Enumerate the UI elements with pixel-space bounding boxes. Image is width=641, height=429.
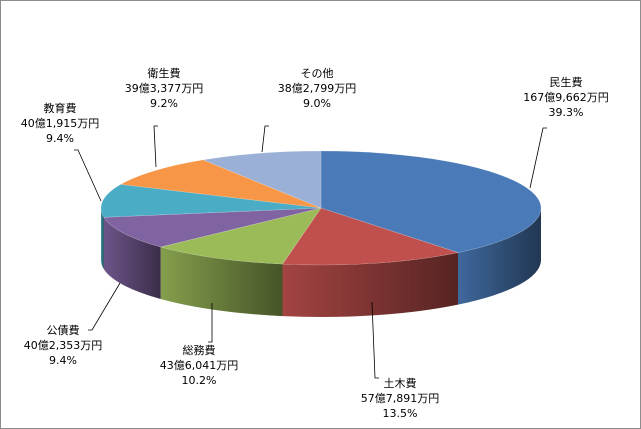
label-percent: 39.3% bbox=[549, 106, 584, 119]
label-name: 総務費 bbox=[183, 343, 216, 357]
pie-slice-2 bbox=[159, 207, 322, 265]
pie-side-1 bbox=[282, 252, 459, 317]
leader-lines bbox=[74, 125, 547, 379]
label-amount: 43億6,041万円 bbox=[160, 359, 239, 372]
label-name: 教育費 bbox=[44, 101, 77, 115]
label-percent: 9.4% bbox=[49, 354, 77, 367]
pie-slice-4 bbox=[100, 184, 322, 218]
pie-sides bbox=[101, 208, 541, 317]
data-label-2: 総務費 43億6,041万円 10.2% bbox=[160, 343, 239, 387]
label-name: 衛生費 bbox=[148, 66, 181, 80]
label-amount: 167億9,662万円 bbox=[523, 91, 609, 104]
leader-line-5 bbox=[153, 125, 158, 168]
leader-line-4 bbox=[74, 149, 102, 202]
leader-line-1 bbox=[371, 301, 379, 379]
data-label-4: 教育費 40億1,915万円 9.4% bbox=[21, 101, 100, 145]
leader-line-6 bbox=[261, 125, 269, 153]
label-percent: 13.5% bbox=[383, 407, 418, 420]
label-percent: 9.4% bbox=[46, 132, 74, 145]
label-amount: 40億1,915万円 bbox=[21, 117, 100, 130]
leader-line-3 bbox=[88, 282, 121, 331]
leader-line-2 bbox=[208, 303, 213, 343]
pie-slice-3 bbox=[103, 207, 322, 248]
pie-tops bbox=[100, 150, 542, 266]
data-label-3: 公債費 40億2,353万円 9.4% bbox=[24, 323, 103, 367]
label-name: その他 bbox=[301, 67, 334, 80]
label-percent: 9.2% bbox=[150, 97, 178, 110]
data-label-1: 土木費 57億7,891万円 13.5% bbox=[361, 376, 440, 420]
label-name: 公債費 bbox=[47, 323, 80, 337]
label-percent: 10.2% bbox=[182, 374, 217, 387]
pie-side-4 bbox=[101, 208, 104, 270]
data-label-5: 衛生費 39億3,377万円 9.2% bbox=[125, 66, 204, 110]
label-percent: 9.0% bbox=[303, 97, 331, 110]
data-label-0: 民生費 167億9,662万円 39.3% bbox=[523, 75, 609, 119]
leader-line-0 bbox=[529, 127, 547, 189]
pie-side-2 bbox=[160, 247, 283, 317]
pie-slice-5 bbox=[119, 159, 322, 209]
label-amount: 40億2,353万円 bbox=[24, 339, 103, 352]
data-label-6: その他 38億2,799万円 9.0% bbox=[278, 67, 357, 110]
label-name: 民生費 bbox=[550, 75, 583, 89]
pie-slice-0 bbox=[320, 150, 542, 253]
pie-side-0 bbox=[458, 208, 541, 305]
label-amount: 39億3,377万円 bbox=[125, 82, 204, 95]
pie-side-3 bbox=[103, 217, 161, 300]
label-amount: 57億7,891万円 bbox=[361, 392, 440, 405]
label-amount: 38億2,799万円 bbox=[278, 82, 357, 95]
pie-slice-1 bbox=[281, 207, 460, 266]
label-name: 土木費 bbox=[384, 376, 417, 390]
pie-slice-6 bbox=[202, 150, 322, 209]
data-labels: 民生費 167億9,662万円 39.3% 土木費 57億7,891万円 13.5% 総務費… bbox=[21, 66, 609, 420]
